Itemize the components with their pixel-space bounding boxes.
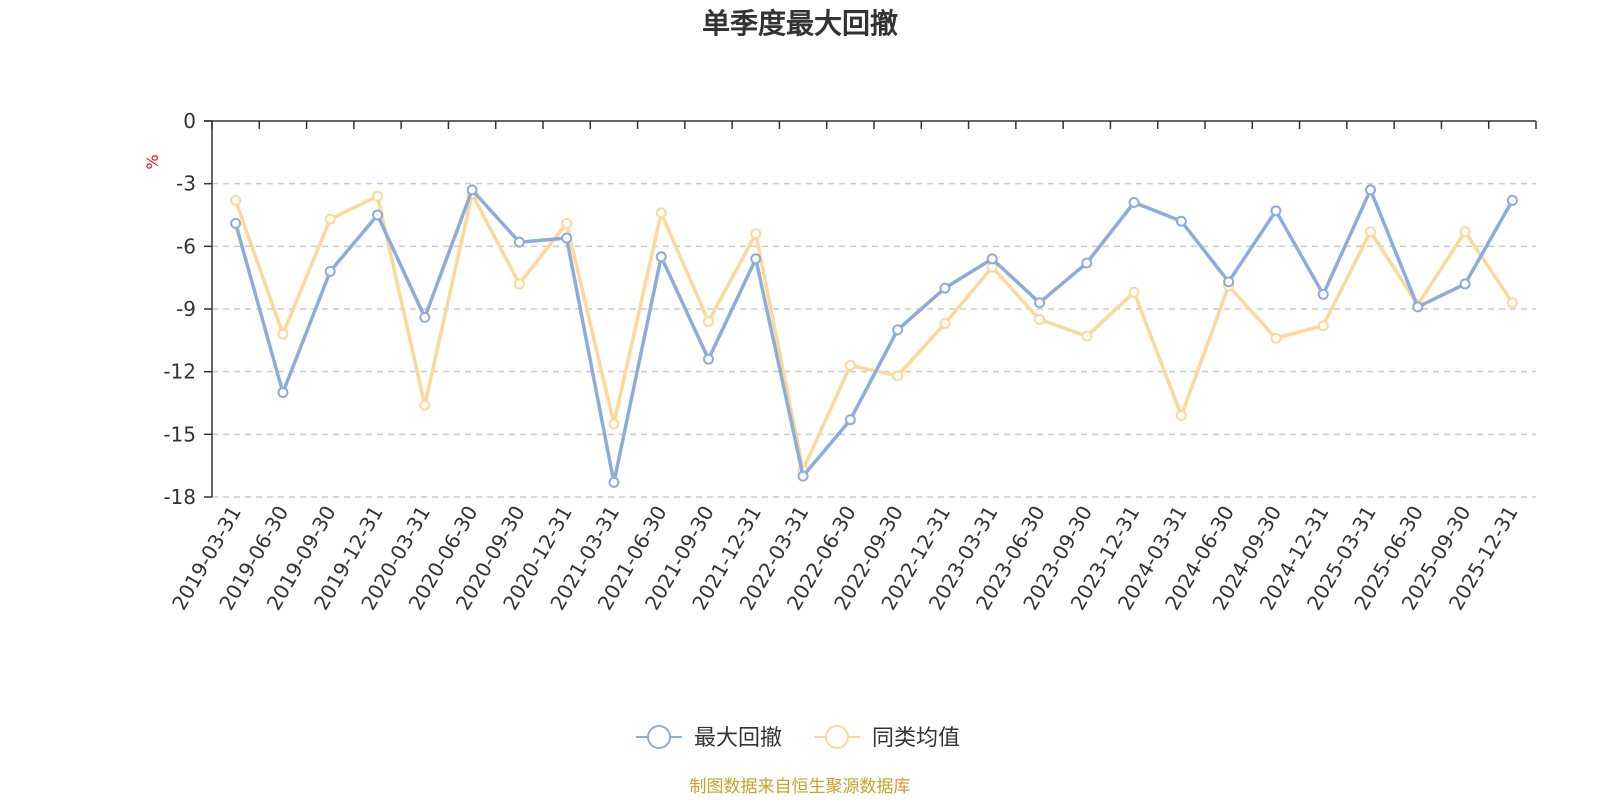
data-point (513, 236, 525, 248)
data-point (1175, 410, 1187, 422)
data-point (1412, 301, 1424, 313)
y-tick-label: 0 (183, 109, 196, 133)
data-point (561, 232, 573, 244)
data-point (419, 399, 431, 411)
data-point (277, 387, 289, 399)
data-point (1128, 196, 1140, 208)
data-point (277, 328, 289, 340)
data-point (703, 316, 714, 328)
data-point (703, 353, 714, 365)
data-point (797, 470, 809, 482)
y-axis-unit: % (143, 154, 162, 169)
legend-label: 同类均值 (872, 726, 960, 751)
chart-title: 单季度最大回撤 (702, 7, 898, 40)
data-point (1223, 276, 1235, 288)
data-point (1081, 257, 1093, 269)
data-point (230, 194, 242, 206)
data-point (1506, 297, 1518, 309)
data-point (939, 318, 951, 330)
data-point (230, 217, 242, 229)
data-point (608, 418, 620, 430)
y-tick-label: -6 (176, 234, 196, 258)
y-tick-label: -15 (163, 422, 196, 446)
data-point (1034, 297, 1045, 309)
data-point (655, 207, 667, 219)
series (230, 184, 1518, 488)
data-point (1317, 288, 1329, 300)
data-point (892, 324, 904, 336)
legend-swatch-marker (825, 725, 849, 749)
data-point (1081, 330, 1093, 342)
data-point (513, 278, 525, 290)
data-point (466, 184, 478, 196)
data-point (1459, 278, 1471, 290)
source-note: 制图数据来自恒生聚源数据库 (690, 777, 911, 797)
legend[interactable]: 最大回撤 同类均值 (636, 725, 960, 751)
data-point (324, 265, 336, 277)
data-point (372, 190, 383, 202)
data-point (372, 209, 383, 221)
series-line (233, 192, 1514, 472)
data-point (1365, 184, 1376, 196)
data-point (1034, 313, 1045, 325)
data-point (750, 253, 762, 265)
data-point (1270, 205, 1282, 217)
legend-swatch-marker (647, 725, 671, 749)
series-line (233, 188, 1514, 485)
data-point (655, 251, 667, 263)
data-point (1128, 286, 1140, 298)
data-point (1365, 226, 1376, 238)
data-point (1270, 332, 1282, 344)
data-point (419, 311, 431, 323)
data-point (1506, 194, 1518, 206)
data-point (750, 228, 762, 240)
data-point (324, 213, 336, 225)
y-tick-label: -18 (163, 485, 196, 509)
data-point (1459, 226, 1471, 238)
data-point (892, 370, 904, 382)
y-tick-label: -9 (176, 297, 196, 321)
data-point (986, 253, 998, 265)
y-tick-label: -12 (163, 360, 196, 384)
data-point (1317, 320, 1329, 332)
data-point (844, 359, 856, 371)
data-point (608, 476, 620, 488)
legend-label: 最大回撤 (694, 726, 782, 751)
data-point (844, 414, 856, 426)
data-point (561, 217, 573, 229)
y-tick-label: -3 (176, 172, 196, 196)
data-point (939, 282, 951, 294)
data-point (1175, 215, 1187, 227)
